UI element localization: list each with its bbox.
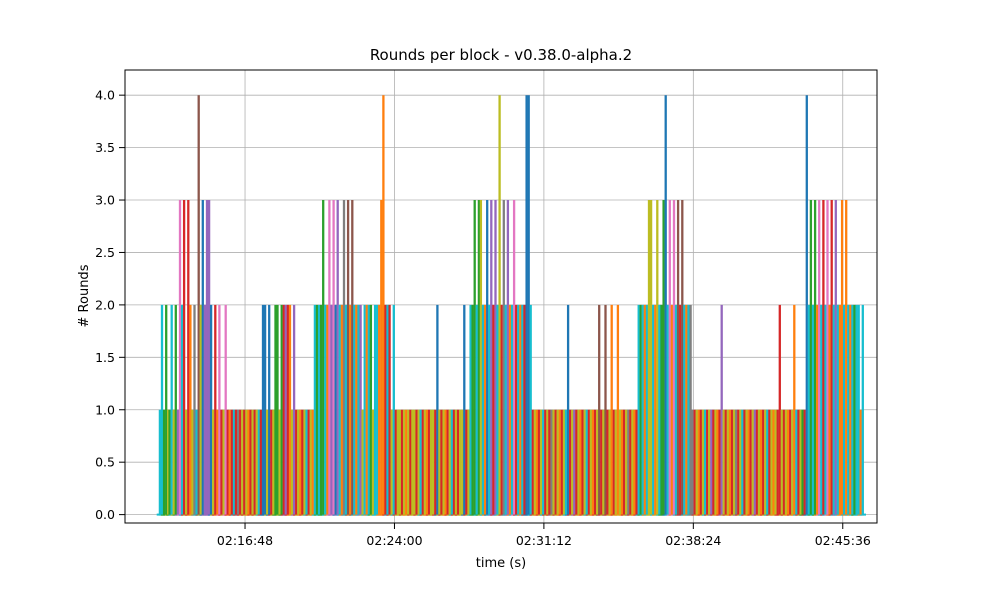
y-axis-label: # Rounds bbox=[77, 264, 92, 327]
svg-text:2.0: 2.0 bbox=[95, 297, 115, 312]
axis-tick-labels: 0.0 0.5 1.0 1.5 2.0 2.5 3.0 3.5 4.0 02:16:48 02:24… bbox=[95, 88, 871, 548]
svg-text:02:16:48: 02:16:48 bbox=[217, 533, 273, 548]
axis-ticks bbox=[119, 94, 844, 529]
svg-text:1.0: 1.0 bbox=[95, 402, 115, 417]
svg-text:0.5: 0.5 bbox=[95, 455, 115, 470]
svg-text:3.5: 3.5 bbox=[95, 140, 115, 155]
x-axis-label: time (s) bbox=[476, 556, 526, 571]
chart-title: Rounds per block - v0.38.0-alpha.2 bbox=[370, 46, 632, 64]
svg-text:4.0: 4.0 bbox=[95, 88, 115, 103]
svg-text:3.0: 3.0 bbox=[95, 193, 115, 208]
svg-text:02:31:12: 02:31:12 bbox=[516, 533, 572, 548]
plot-border bbox=[124, 69, 878, 524]
svg-text:02:45:36: 02:45:36 bbox=[815, 533, 871, 548]
svg-text:2.5: 2.5 bbox=[95, 245, 115, 260]
svg-text:0.0: 0.0 bbox=[95, 507, 115, 522]
svg-text:02:38:24: 02:38:24 bbox=[665, 533, 721, 548]
svg-text:1.5: 1.5 bbox=[95, 350, 115, 365]
svg-text:02:24:00: 02:24:00 bbox=[366, 533, 422, 548]
chart-series-spikes bbox=[156, 95, 866, 516]
